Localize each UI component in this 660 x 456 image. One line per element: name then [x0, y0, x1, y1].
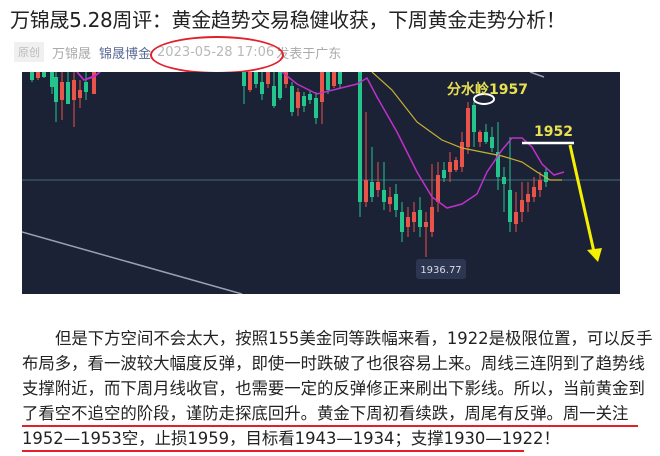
candle-body [50, 72, 54, 87]
candle-body [496, 152, 500, 177]
candle-body [418, 210, 422, 227]
author-name[interactable]: 万锦晟 [52, 46, 92, 62]
down-arrow-icon [587, 248, 602, 262]
candle-body [36, 72, 40, 78]
candle-body [526, 194, 530, 202]
candle-body [466, 108, 470, 147]
peak-circle-annotation [473, 93, 495, 105]
red-circle-annotation [150, 35, 285, 74]
candle-body [54, 77, 58, 102]
candle-body [400, 212, 404, 232]
candle-body [72, 80, 76, 100]
candle-body [394, 194, 398, 210]
candle-body [278, 72, 282, 98]
candle-body [484, 132, 488, 142]
article-meta: 原创 万锦晟 锦晟博金 2023-05-28 17:06 发表于广东 [14, 35, 342, 74]
candle-body [254, 72, 258, 84]
low-price-label: 1936.77 [420, 265, 461, 276]
trend-line [21, 231, 243, 295]
low-price-tag [416, 259, 466, 279]
candle-body [290, 86, 294, 112]
candle-body [454, 160, 458, 170]
publish-location: 发表于广东 [276, 46, 342, 62]
candle-body [30, 72, 34, 80]
candle-body [364, 180, 368, 202]
paragraph-line: 但是下方空间不会太大，按照155美金同等跌幅来看，1922是极限位置，可以反手 [55, 329, 653, 348]
candle-body [296, 92, 300, 108]
candle-body [376, 182, 380, 190]
candle-body [248, 72, 252, 90]
original-badge: 原创 [14, 42, 44, 62]
paragraph-line: 1952—1953空，止损1959，目标看1943—1934；支撑1930—19… [22, 429, 560, 448]
candle-body [520, 200, 524, 212]
candle-body [436, 175, 440, 202]
candlestick-chart: 分水岭1957 1952 1936.77 [21, 71, 620, 295]
candle-body [538, 180, 542, 190]
candle-body [266, 72, 270, 84]
source-link[interactable]: 锦晟博金 [99, 46, 152, 62]
paragraph-line: 布局多，看一波较大幅度反弹，即使一时跌破了也很容易上来。周线三连阴到了趋势线 [22, 354, 645, 373]
moving-average-slow [371, 71, 562, 181]
candle-body [358, 72, 362, 202]
candle-body [260, 82, 264, 94]
candle-body [448, 162, 452, 172]
candle-body [284, 72, 288, 84]
red-underline [22, 425, 638, 427]
candle-body [242, 72, 246, 86]
candle-body [490, 137, 494, 148]
candle-body [382, 190, 386, 202]
candle-body [314, 98, 318, 118]
candle-body [388, 197, 392, 204]
gold-chart-image: 分水岭1957 1952 1936.77 [21, 71, 620, 295]
article-paragraph: 但是下方空间不会太大，按照155美金同等跌幅来看，1922是极限位置，可以反手 … [22, 326, 653, 451]
candle-body [78, 90, 82, 98]
resistance-label: 1952 [534, 124, 573, 140]
paragraph-line: 支撑附近，而下周月线收官，也需要一定的反弹修正来刷出下影线。所以，当前黄金到 [22, 379, 645, 398]
trend-line-top [529, 71, 545, 78]
candle-body [92, 72, 96, 94]
candle-body [332, 72, 336, 86]
candle-body [338, 72, 342, 84]
watershed-label: 分水岭1957 [447, 81, 528, 98]
candle-body [412, 212, 416, 222]
candle-body [508, 190, 512, 222]
candle-body [370, 182, 374, 197]
moving-average-fast [76, 71, 101, 81]
article-title: 万锦晟5.28周评：黄金趋势交易稳健收获，下周黄金走势分析！ [10, 8, 566, 32]
candle-body [320, 72, 324, 102]
candle-body [66, 82, 70, 104]
red-underline [22, 450, 524, 452]
candle-body [406, 217, 410, 227]
candle-body [532, 187, 536, 197]
candle-body [514, 212, 518, 224]
candle-body [272, 86, 276, 106]
candle-body [302, 96, 306, 106]
candle-body [502, 177, 506, 184]
candle-body [460, 142, 464, 167]
candle-body [442, 170, 446, 178]
candle-body [478, 132, 482, 142]
candle-body [42, 72, 46, 77]
publish-date: 2023-05-28 17:06 [150, 35, 285, 74]
down-arrow-shaft [568, 144, 596, 253]
candle-body [308, 94, 312, 100]
candle-body [84, 82, 88, 92]
paragraph-line: 了看空不追空的阶段，谨防走探底回升。黄金下周初看续跌，周尾有反弹。周一关注 [22, 404, 629, 423]
candle-body [430, 207, 434, 232]
candle-body [472, 105, 476, 132]
candle-body [60, 82, 64, 100]
candle-body [424, 222, 428, 227]
candle-body [326, 72, 330, 90]
